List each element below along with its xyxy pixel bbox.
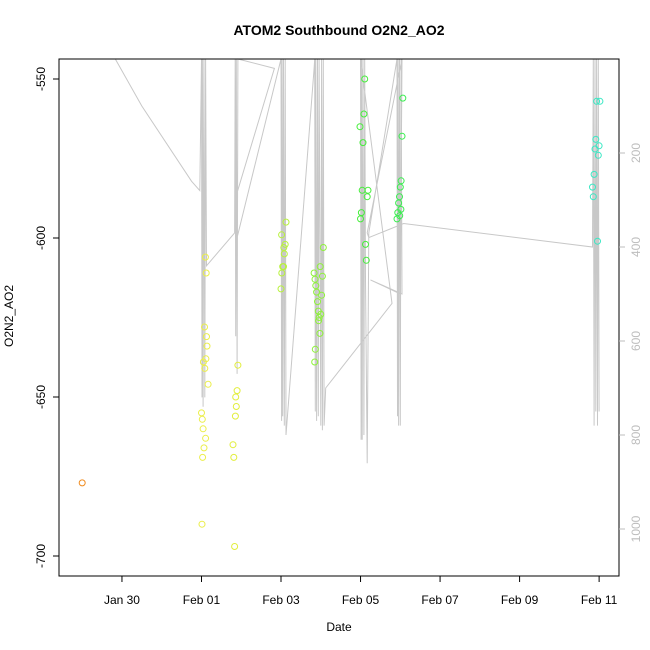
secondary-tick-label: 600 (629, 331, 643, 351)
x-tick-label: Feb 05 (342, 593, 380, 607)
x-axis: Jan 30 Feb 01 Feb 03 Feb 05 Feb 07 Feb 09 Feb … (104, 576, 618, 607)
data-point (311, 345, 319, 353)
data-point (317, 310, 325, 318)
data-point (231, 543, 239, 550)
data-point (357, 209, 365, 217)
x-tick-label: Feb 11 (581, 593, 618, 607)
y-tick-label: -550 (34, 67, 48, 91)
x-tick-label: Feb 09 (501, 593, 539, 607)
secondary-y-axis: 200 400 600 800 1000 (619, 143, 643, 542)
data-point (282, 218, 290, 226)
data-point (280, 244, 288, 251)
data-point (397, 205, 405, 213)
data-point (396, 193, 403, 201)
data-point (316, 329, 324, 337)
data-point (362, 256, 370, 264)
data-point (230, 453, 238, 461)
data-point (229, 441, 237, 449)
data-point (589, 193, 597, 201)
data-point (592, 135, 600, 143)
data-point (198, 520, 206, 528)
secondary-tick-label: 800 (629, 425, 643, 445)
data-point (78, 479, 86, 487)
x-axis-label: Date (326, 620, 352, 634)
data-point (315, 317, 323, 325)
data-point (360, 110, 368, 118)
data-point (231, 412, 239, 420)
data-point (318, 272, 326, 280)
x-tick-label: Feb 03 (262, 593, 300, 607)
data-point (311, 358, 319, 366)
data-point (199, 425, 207, 433)
y-axis-label: O2N2_AO2 (2, 285, 16, 347)
data-point (316, 263, 324, 271)
data-point (361, 75, 369, 83)
data-point (232, 403, 240, 410)
data-point (201, 364, 209, 372)
data-point (318, 291, 326, 299)
data-point (313, 288, 321, 296)
data-point (396, 212, 404, 220)
plot-frame (58, 58, 620, 577)
secondary-tick-label: 1000 (629, 515, 643, 542)
data-point (595, 142, 603, 150)
data-point (202, 434, 210, 442)
data-point (203, 333, 210, 341)
x-tick-label: Feb 01 (183, 593, 221, 607)
data-point (362, 240, 369, 248)
data-point (397, 177, 405, 185)
data-point (278, 231, 286, 239)
data-point (277, 285, 285, 293)
data-point (589, 183, 596, 191)
x-tick-label: Jan 30 (104, 593, 140, 607)
data-point (398, 132, 406, 140)
data-point (314, 298, 321, 306)
data-point (364, 186, 372, 194)
data-point (319, 244, 327, 251)
data-point (359, 139, 367, 147)
y-tick-label: -700 (34, 544, 48, 568)
data-point (356, 123, 364, 131)
data-point (280, 263, 287, 271)
data-point (278, 269, 286, 277)
x-tick-label: Feb 07 (421, 593, 459, 607)
data-point (594, 151, 602, 159)
data-point (596, 97, 604, 105)
data-point (593, 97, 601, 105)
chart-title: ATOM2 Southbound O2N2_AO2 (233, 22, 444, 38)
y-tick-label: -600 (34, 226, 48, 250)
data-point (199, 453, 207, 461)
data-point (203, 342, 211, 350)
data-point (198, 415, 206, 423)
data-point (594, 237, 601, 245)
data-point (204, 380, 212, 388)
data-point (233, 387, 241, 395)
data-point (202, 269, 210, 277)
data-point (232, 393, 240, 401)
data-point (234, 361, 242, 369)
data-point (399, 94, 407, 102)
secondary-tick-label: 200 (629, 143, 643, 163)
data-point (590, 170, 598, 178)
data-point (199, 358, 207, 366)
y-axis: -700 -650 -600 -550 (34, 67, 59, 568)
points-layer (78, 75, 604, 550)
data-point (201, 323, 208, 331)
data-point (201, 253, 209, 261)
y-tick-label: -650 (34, 385, 48, 409)
data-point (200, 444, 208, 452)
secondary-tick-label: 400 (629, 237, 643, 257)
